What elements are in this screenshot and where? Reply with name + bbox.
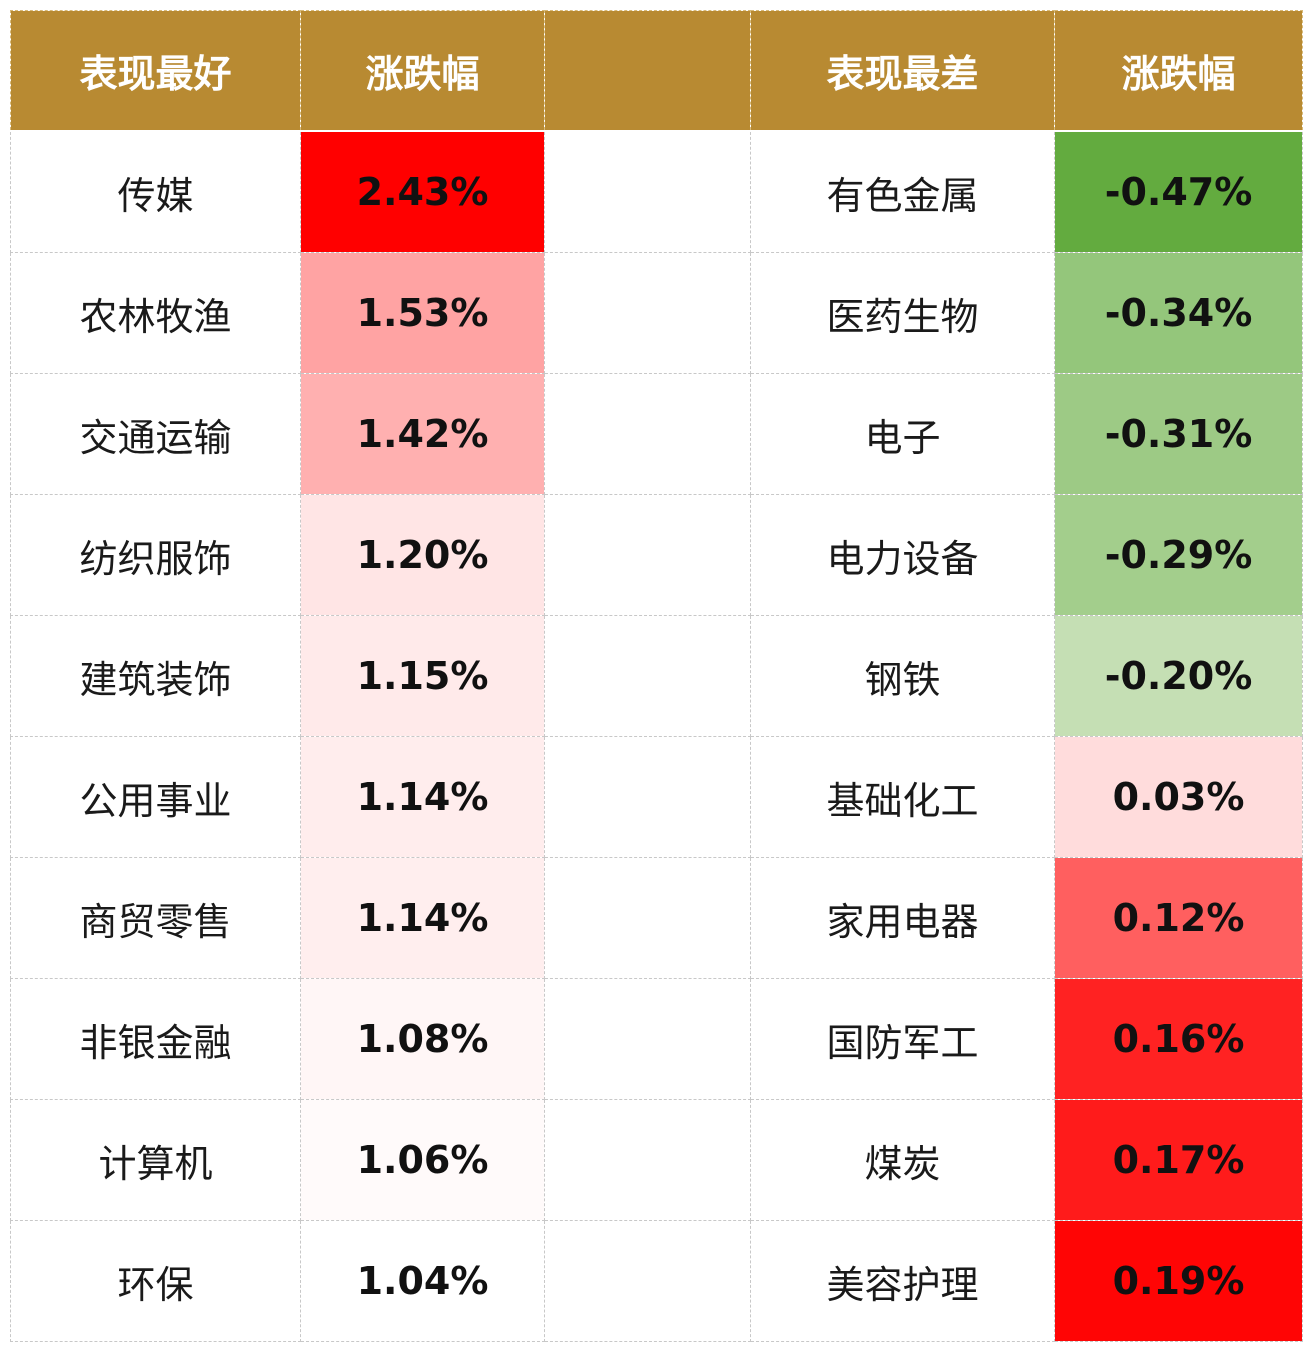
spacer-cell bbox=[544, 736, 751, 858]
worst-sector-change: -0.20% bbox=[1054, 615, 1303, 737]
spacer-cell bbox=[544, 1099, 751, 1221]
sector-performance-table-container: 表现最好 涨跌幅 表现最差 涨跌幅 传媒 2.43% 有色金属 -0.47% 农林牧渔 1… bbox=[10, 10, 1303, 1352]
best-sector-name: 传媒 bbox=[10, 130, 301, 253]
worst-sector-change: 0.16% bbox=[1054, 978, 1303, 1100]
worst-sector-change: 0.19% bbox=[1054, 1220, 1303, 1342]
best-sector-change: 2.43% bbox=[300, 130, 545, 253]
spacer-cell bbox=[544, 373, 751, 495]
sector-performance-table: 表现最好 涨跌幅 表现最差 涨跌幅 传媒 2.43% 有色金属 -0.47% 农林牧渔 1… bbox=[10, 10, 1303, 1342]
best-sector-change: 1.15% bbox=[300, 615, 545, 737]
header-best-change: 涨跌幅 bbox=[300, 10, 545, 132]
table-row: 商贸零售 1.14% 家用电器 0.12% bbox=[10, 857, 1303, 979]
header-row: 表现最好 涨跌幅 表现最差 涨跌幅 bbox=[10, 10, 1303, 132]
worst-sector-name: 有色金属 bbox=[750, 130, 1055, 253]
best-sector-name: 非银金融 bbox=[10, 978, 301, 1100]
worst-sector-name: 国防军工 bbox=[750, 978, 1055, 1100]
best-sector-change: 1.20% bbox=[300, 494, 545, 616]
best-sector-change: 1.04% bbox=[300, 1220, 545, 1342]
best-sector-name: 计算机 bbox=[10, 1099, 301, 1221]
worst-sector-name: 医药生物 bbox=[750, 252, 1055, 374]
table-row: 公用事业 1.14% 基础化工 0.03% bbox=[10, 736, 1303, 858]
table-row: 非银金融 1.08% 国防军工 0.16% bbox=[10, 978, 1303, 1100]
worst-sector-name: 电力设备 bbox=[750, 494, 1055, 616]
spacer-cell bbox=[544, 857, 751, 979]
spacer-cell bbox=[544, 494, 751, 616]
table-row: 建筑装饰 1.15% 钢铁 -0.20% bbox=[10, 615, 1303, 737]
header-worst-sector: 表现最差 bbox=[750, 10, 1055, 132]
table-body: 传媒 2.43% 有色金属 -0.47% 农林牧渔 1.53% 医药生物 -0.34% 交通运输… bbox=[10, 130, 1303, 1342]
worst-sector-change: -0.34% bbox=[1054, 252, 1303, 374]
worst-sector-name: 钢铁 bbox=[750, 615, 1055, 737]
best-sector-change: 1.53% bbox=[300, 252, 545, 374]
table-row: 计算机 1.06% 煤炭 0.17% bbox=[10, 1099, 1303, 1221]
header-spacer bbox=[544, 10, 751, 132]
best-sector-name: 纺织服饰 bbox=[10, 494, 301, 616]
worst-sector-change: 0.03% bbox=[1054, 736, 1303, 858]
table-row: 环保 1.04% 美容护理 0.19% bbox=[10, 1220, 1303, 1342]
worst-sector-name: 美容护理 bbox=[750, 1220, 1055, 1342]
spacer-cell bbox=[544, 252, 751, 374]
spacer-cell bbox=[544, 615, 751, 737]
worst-sector-change: -0.47% bbox=[1054, 130, 1303, 253]
worst-sector-change: 0.12% bbox=[1054, 857, 1303, 979]
worst-sector-change: -0.29% bbox=[1054, 494, 1303, 616]
table-header: 表现最好 涨跌幅 表现最差 涨跌幅 bbox=[10, 10, 1303, 132]
best-sector-change: 1.06% bbox=[300, 1099, 545, 1221]
worst-sector-name: 基础化工 bbox=[750, 736, 1055, 858]
header-worst-change: 涨跌幅 bbox=[1054, 10, 1303, 132]
table-row: 农林牧渔 1.53% 医药生物 -0.34% bbox=[10, 252, 1303, 374]
spacer-cell bbox=[544, 130, 751, 253]
best-sector-name: 农林牧渔 bbox=[10, 252, 301, 374]
worst-sector-change: -0.31% bbox=[1054, 373, 1303, 495]
spacer-cell bbox=[544, 978, 751, 1100]
best-sector-change: 1.14% bbox=[300, 736, 545, 858]
best-sector-name: 环保 bbox=[10, 1220, 301, 1342]
best-sector-name: 商贸零售 bbox=[10, 857, 301, 979]
best-sector-name: 公用事业 bbox=[10, 736, 301, 858]
worst-sector-name: 电子 bbox=[750, 373, 1055, 495]
best-sector-change: 1.42% bbox=[300, 373, 545, 495]
worst-sector-change: 0.17% bbox=[1054, 1099, 1303, 1221]
table-row: 交通运输 1.42% 电子 -0.31% bbox=[10, 373, 1303, 495]
best-sector-name: 建筑装饰 bbox=[10, 615, 301, 737]
header-best-sector: 表现最好 bbox=[10, 10, 301, 132]
worst-sector-name: 煤炭 bbox=[750, 1099, 1055, 1221]
table-row: 传媒 2.43% 有色金属 -0.47% bbox=[10, 130, 1303, 253]
best-sector-change: 1.14% bbox=[300, 857, 545, 979]
best-sector-change: 1.08% bbox=[300, 978, 545, 1100]
worst-sector-name: 家用电器 bbox=[750, 857, 1055, 979]
table-row: 纺织服饰 1.20% 电力设备 -0.29% bbox=[10, 494, 1303, 616]
spacer-cell bbox=[544, 1220, 751, 1342]
best-sector-name: 交通运输 bbox=[10, 373, 301, 495]
